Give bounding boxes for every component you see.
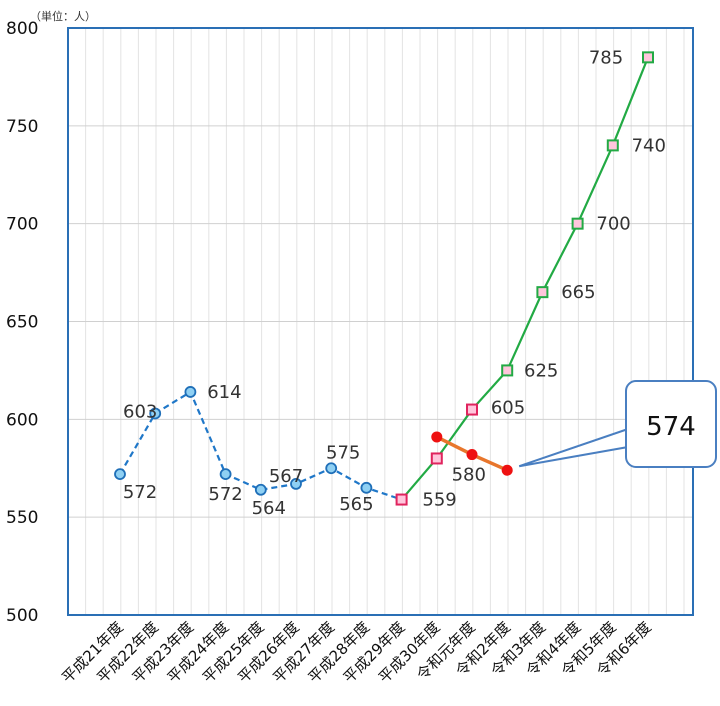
data-point (254, 483, 267, 496)
data-point (501, 364, 514, 377)
data-point (219, 468, 232, 481)
data-point (431, 431, 443, 443)
data-label: 572 (208, 484, 242, 505)
plot-border (67, 27, 694, 616)
data-label: 564 (252, 498, 286, 519)
data-label: 665 (561, 282, 595, 303)
y-tick-label: 650 (6, 313, 38, 333)
data-point (430, 452, 443, 465)
y-tick-label: 800 (6, 19, 38, 39)
data-point (466, 403, 478, 416)
data-label: 603 (123, 401, 157, 422)
callout-joint (627, 428, 632, 449)
data-point (184, 386, 197, 398)
data-point (571, 217, 584, 230)
data-label: 559 (422, 490, 456, 511)
data-label: 565 (339, 494, 373, 515)
series-line (400, 56, 650, 501)
unit-label: （単位：人） (30, 10, 96, 23)
data-label: 572 (123, 482, 157, 503)
data-label: 567 (269, 466, 303, 487)
callout-text: 574 (646, 412, 696, 442)
data-point (360, 481, 373, 494)
y-tick-label: 750 (6, 117, 38, 137)
y-tick-label: 700 (6, 215, 38, 235)
data-point (536, 286, 549, 299)
data-label: 580 (452, 464, 486, 485)
series-line (119, 390, 402, 501)
data-point (642, 51, 654, 64)
y-tick-label: 500 (6, 606, 38, 626)
data-label: 605 (491, 398, 525, 419)
data-label: 700 (596, 214, 630, 235)
data-point (395, 493, 408, 506)
data-label: 625 (524, 360, 558, 381)
y-tick-label: 600 (6, 410, 38, 430)
data-label: 614 (207, 382, 241, 403)
data-point (114, 468, 126, 481)
y-tick-label: 550 (6, 508, 38, 528)
data-label: 740 (632, 135, 666, 156)
data-point (606, 139, 619, 152)
data-point (149, 407, 162, 420)
data-point (325, 462, 338, 475)
data-point (290, 478, 302, 490)
data-label: 785 (589, 47, 623, 68)
data-point (501, 464, 513, 476)
callout-box (625, 380, 717, 468)
data-point (466, 449, 478, 461)
data-label: 575 (326, 442, 360, 463)
